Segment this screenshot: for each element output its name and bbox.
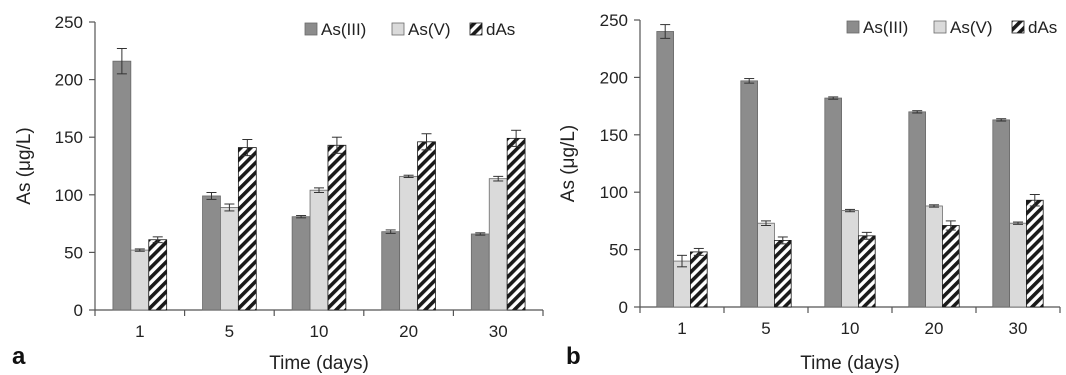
legend-label: As(III) <box>863 18 908 37</box>
legend-swatch <box>1011 20 1025 34</box>
legend-swatch <box>846 20 860 34</box>
legend: As(III) As(V) dAs <box>304 20 515 39</box>
bar-das <box>327 144 347 311</box>
y-tick-label: 50 <box>64 243 83 262</box>
bar-asiii <box>112 60 132 311</box>
panel-letter: a <box>12 343 26 370</box>
y-tick-label: 0 <box>619 298 628 317</box>
y-axis-title: As (μg/L) <box>558 125 579 202</box>
x-tick-label: 5 <box>225 322 234 341</box>
bar-das <box>417 141 436 311</box>
chart-panel-b: 0 50 100 150 200 250 1 5 10 20 30 Time (days) As (μg… <box>558 11 1061 374</box>
x-tick-label: 20 <box>925 319 944 338</box>
x-axis-title: Time (days) <box>269 353 369 374</box>
legend-label: dAs <box>486 20 515 39</box>
chart-panel-a: 0 50 100 150 200 250 1 5 10 20 30 Time (days) As (μg… <box>12 13 544 374</box>
legend-label: As(V) <box>950 18 993 37</box>
x-tick-label: 1 <box>135 322 144 341</box>
bar-asiii <box>202 195 221 311</box>
y-tick-label: 200 <box>600 68 628 87</box>
legend-swatch <box>304 22 318 36</box>
y-tick-label: 100 <box>600 183 628 202</box>
bar-asiii <box>381 231 401 311</box>
bar-asv <box>130 249 150 311</box>
bar-das <box>942 225 960 308</box>
y-tick-label: 50 <box>609 241 628 260</box>
legend-swatch <box>469 22 483 36</box>
y-tick-label: 200 <box>55 71 83 90</box>
legend-label: As(V) <box>408 20 451 39</box>
y-tick-label: 0 <box>74 301 83 320</box>
x-tick-label: 10 <box>310 322 329 341</box>
panel-letter: b <box>566 343 581 370</box>
bar-asiii <box>740 80 758 308</box>
bar-das <box>506 137 526 311</box>
x-tick-label: 10 <box>841 319 860 338</box>
y-tick-label: 150 <box>55 128 83 147</box>
bar-das <box>1026 199 1044 308</box>
bar-asiii <box>291 216 311 311</box>
bar-asiii <box>908 111 926 308</box>
bar-das <box>237 147 257 311</box>
bar-asiii <box>656 31 674 308</box>
legend-label: As(III) <box>321 20 366 39</box>
bar-asv <box>925 205 943 308</box>
bar-asiii <box>992 119 1010 308</box>
bar-asiii <box>470 233 490 311</box>
bar-asv <box>488 178 508 311</box>
bar-asv <box>841 210 859 308</box>
bar-das <box>774 240 792 308</box>
bar-asv <box>757 222 775 308</box>
bar-asv <box>673 260 691 308</box>
bar-asv <box>220 207 239 311</box>
legend-swatch <box>391 22 405 36</box>
y-axis-title: As (μg/L) <box>14 127 35 204</box>
legend-label: dAs <box>1028 18 1057 37</box>
legend-swatch <box>933 20 947 34</box>
y-tick-label: 150 <box>600 126 628 145</box>
y-tick-label: 250 <box>600 11 628 30</box>
legend: As(III) As(V) dAs <box>846 18 1057 37</box>
y-tick-label: 100 <box>55 186 83 205</box>
bar-das <box>148 239 168 311</box>
x-tick-label: 30 <box>1009 319 1028 338</box>
bar-das <box>858 235 876 308</box>
bar-asv <box>309 189 329 311</box>
bar-das <box>690 251 708 308</box>
x-tick-label: 5 <box>761 319 770 338</box>
bar-asiii <box>824 97 842 308</box>
x-tick-label: 1 <box>677 319 686 338</box>
bar-asv <box>1009 222 1027 308</box>
x-tick-label: 30 <box>489 322 508 341</box>
x-axis-title: Time (days) <box>800 353 900 374</box>
x-tick-label: 20 <box>399 322 418 341</box>
y-tick-label: 250 <box>55 13 83 32</box>
bar-asv <box>399 175 418 311</box>
